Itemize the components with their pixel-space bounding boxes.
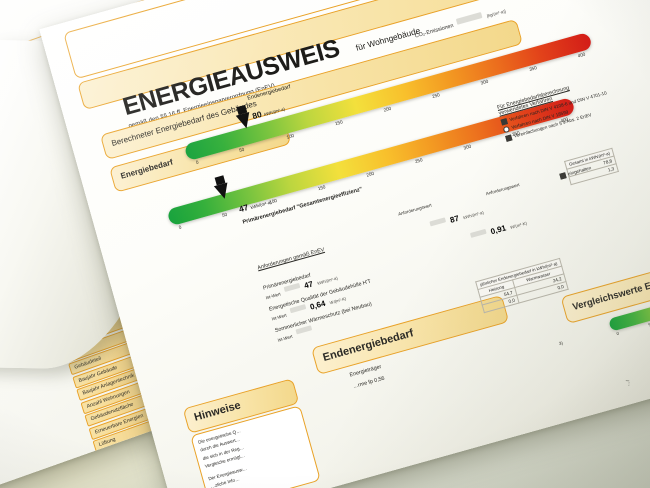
requirements-req-unit: W/(m²·K): [509, 220, 528, 230]
co2-value-blank[interactable]: [456, 11, 483, 25]
requirements-row-sub: Ist-Wert: [276, 333, 294, 343]
requirements-col-header-2: Anforderungswert: [485, 182, 521, 197]
primaerenergie-unit: kWh/(m²·a): [249, 199, 273, 211]
scale-tick: 150: [317, 184, 327, 192]
requirements-col-header-1: Anforderungswert: [397, 202, 433, 217]
scale-tick: 250: [414, 157, 424, 165]
scale-tick: 300: [480, 78, 489, 86]
checkbox-checked-icon[interactable]: x: [559, 172, 567, 180]
endenergie-values-table: jährlicher Endenergiebedarf in kWh/(m²·a…: [475, 258, 569, 313]
requirements-req-unit: kWh/(m²·a): [462, 209, 485, 221]
co2-unit: [kg/(m²·a)]: [486, 8, 507, 19]
section-endenergie-title: Endenergiebedarf: [321, 327, 415, 364]
requirements-req-value: 0,91: [489, 223, 508, 237]
endenergie-footnote: 3): [558, 340, 564, 347]
scale-tick: 150: [334, 119, 344, 127]
requirements-req-blank[interactable]: [429, 217, 447, 227]
scale-tick: 50: [221, 211, 228, 219]
section-demand-title: Energiebedarf: [119, 157, 174, 181]
radio-unchecked-icon[interactable]: o: [502, 126, 511, 134]
scale-tick: 0: [178, 224, 182, 231]
scale-tick: 250: [431, 92, 441, 100]
requirements-req-value: 87: [449, 213, 461, 225]
section-notes-title: Hinweise: [192, 399, 243, 424]
endenergie-number: 80: [251, 108, 263, 122]
scale-tick: 400: [577, 51, 586, 59]
total-column-table: Gesamt in kWh/(m²·a) 78,8 1,3: [564, 148, 619, 186]
requirements-req-blank[interactable]: [470, 229, 487, 239]
comparison-label-0: …l: [626, 380, 632, 387]
scale-tick: 100: [285, 132, 295, 140]
scale-tick: 300: [462, 143, 472, 151]
energy-carrier-row1: …rme fp 0,56: [352, 375, 386, 391]
comparison-tick: 0: [615, 330, 620, 337]
checkbox-checked-icon[interactable]: x: [505, 134, 513, 142]
section-comparison-title: Vergleichswerte Endenergiebedarf: [571, 260, 650, 313]
scale-tick: 0: [195, 159, 200, 166]
endenergie-unit: kWh/(m²·a): [263, 106, 286, 117]
checkbox-checked-icon[interactable]: x: [500, 117, 508, 126]
scale-tick: 200: [383, 105, 392, 113]
scale-tick: 350: [528, 65, 538, 73]
scale-tick: 200: [365, 170, 375, 178]
primaerenergie-number: 47: [237, 202, 250, 215]
endenergie-table-block: Energieträger …rme fp 0,56: [349, 364, 385, 390]
requirements-blank-field[interactable]: [295, 325, 313, 335]
